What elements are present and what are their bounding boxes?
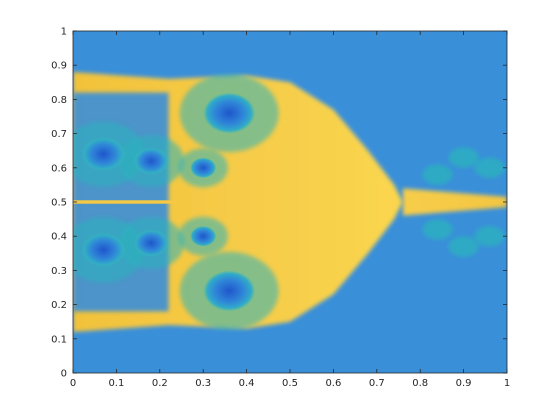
- vortex-core: [190, 225, 217, 247]
- x-tick-label: 0: [70, 378, 76, 389]
- vortex-core: [203, 270, 256, 312]
- y-tick-label: 0.1: [51, 334, 67, 345]
- y-tick-label: 0.3: [51, 266, 67, 277]
- x-tick-label: 0.8: [412, 378, 428, 389]
- downstream-wisp: [448, 236, 479, 257]
- vortex-core: [133, 229, 169, 257]
- plot-area: [73, 31, 507, 373]
- vortex-core: [133, 147, 169, 175]
- x-axis: 0 0.1 0.2 0.3 0.4 0.5 0.6 0.7 0.8 0.9 1: [70, 31, 510, 389]
- x-tick-label: 0.7: [369, 378, 385, 389]
- downstream-wisp: [448, 147, 479, 168]
- y-tick-label: 0.9: [51, 61, 67, 72]
- y-tick-label: 0.8: [51, 95, 67, 106]
- x-tick-label: 0.3: [195, 378, 211, 389]
- downstream-wisp: [422, 164, 453, 185]
- y-tick-label: 0.4: [51, 232, 67, 243]
- tail-jet: [402, 188, 507, 216]
- vortex-core: [81, 232, 126, 267]
- y-axis: 0 0.1 0.2 0.3 0.4 0.5 0.6 0.7 0.8 0.9 1: [51, 27, 507, 380]
- x-tick-label: 0.5: [282, 378, 298, 389]
- downstream-wisp: [474, 225, 505, 247]
- y-tick-label: 0: [61, 369, 67, 380]
- y-tick-label: 0.6: [51, 163, 67, 174]
- x-tick-label: 0.1: [108, 378, 124, 389]
- downstream-wisp: [422, 219, 453, 240]
- vortex-core: [190, 157, 217, 179]
- y-tick-label: 0.7: [51, 129, 67, 140]
- vortex-core: [203, 92, 256, 134]
- x-tick-label: 0.2: [152, 378, 168, 389]
- centerline-jet: [73, 200, 178, 204]
- y-tick-label: 0.2: [51, 300, 67, 311]
- y-tick-label: 0.5: [51, 198, 67, 209]
- x-tick-label: 0.6: [325, 378, 341, 389]
- downstream-wisp: [474, 157, 505, 179]
- x-tick-label: 0.4: [239, 378, 255, 389]
- vortex-core: [81, 137, 126, 172]
- y-tick-label: 1: [61, 27, 67, 38]
- field-layer: [73, 72, 507, 332]
- x-tick-label: 0.9: [456, 378, 472, 389]
- x-tick-label: 1: [504, 378, 510, 389]
